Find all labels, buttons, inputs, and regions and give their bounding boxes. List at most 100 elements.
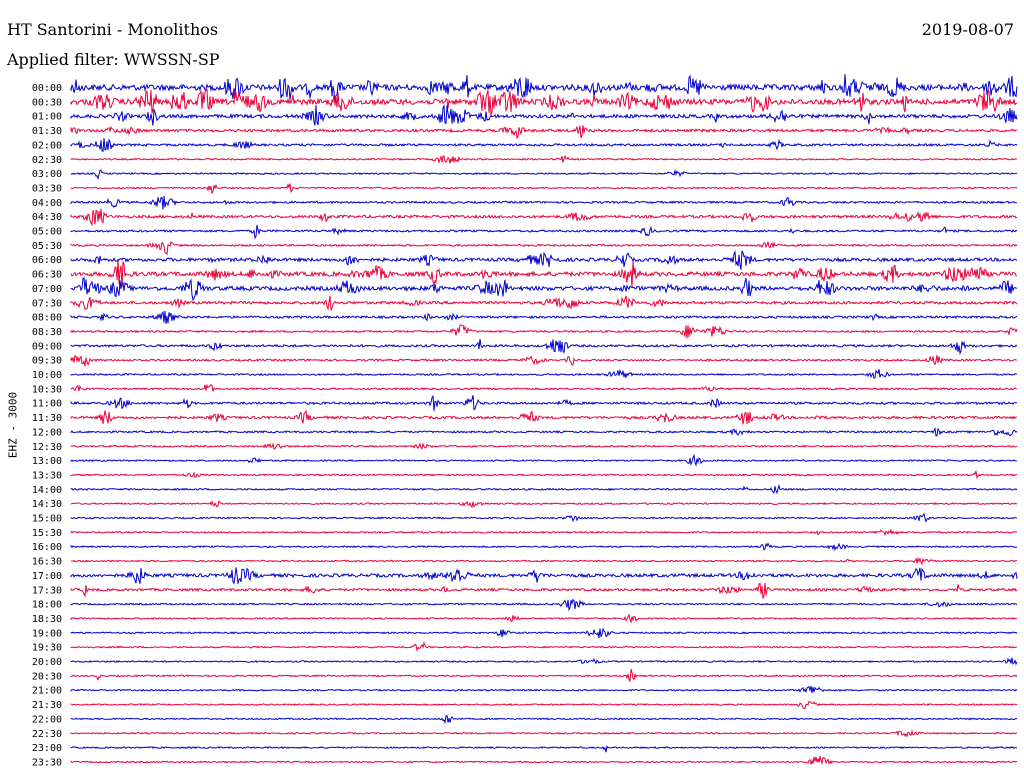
row-time-label: 02:00 [32,140,62,151]
trace-row [70,483,1018,495]
trace-row [70,598,1018,612]
row-time-label: 15:30 [32,528,62,539]
trace-row [70,567,1018,585]
trace-row [70,426,1018,437]
row-time-label: 10:30 [32,384,62,395]
trace-row [70,104,1018,126]
trace-row [70,657,1018,666]
row-time-label: 12:30 [32,442,62,453]
row-time-label: 20:00 [32,657,62,668]
trace-row [70,277,1018,302]
row-time-label: 08:00 [32,313,62,324]
time-tick-labels: 00:00 00:30 01:00 01:30 02:00 02:30 03:00 03:30… [32,83,62,768]
trace-row [70,208,1018,227]
row-time-label: 18:00 [32,600,62,611]
row-time-label: 23:30 [32,757,62,768]
row-time-label: 08:30 [32,327,62,338]
row-time-label: 11:00 [32,399,62,410]
row-time-label: 19:30 [32,643,62,654]
row-time-label: 05:30 [32,241,62,252]
trace-row [70,528,1017,537]
trace-row [70,556,1018,566]
row-time-label: 13:00 [32,456,62,467]
trace-row [70,295,1018,311]
trace-row [70,310,1018,324]
trace-row [70,700,1017,710]
row-time-label: 00:30 [32,97,62,108]
trace-row [70,125,1018,140]
trace-row [70,613,1018,624]
trace-row [70,240,1018,256]
row-time-label: 14:00 [32,485,62,496]
row-time-label: 17:00 [32,571,62,582]
trace-row [70,182,1018,195]
trace-row [70,542,1018,552]
row-time-label: 06:00 [32,255,62,266]
row-time-label: 09:30 [32,356,62,367]
trace-row [70,138,1018,153]
station-title: HT Santorini - Monolithos [7,20,219,39]
filter-label: Applied filter: WWSSN-SP [7,50,220,69]
trace-row [70,729,1018,738]
row-time-label: 03:30 [32,183,62,194]
trace-row [70,627,1018,638]
trace-row [70,354,1018,367]
trace-row [70,394,1018,411]
trace-row [70,260,1018,288]
trace-row [70,409,1018,425]
trace-row [70,368,1018,379]
trace-row [70,453,1018,467]
row-time-label: 22:30 [32,729,62,740]
row-time-label: 21:30 [32,700,62,711]
row-time-label: 07:00 [32,284,62,295]
row-time-label: 13:30 [32,470,62,481]
trace-row [70,195,1018,210]
trace-row [70,745,1018,753]
trace-row [70,74,1018,102]
trace-row [70,169,1018,181]
trace-row [70,582,1018,599]
row-time-label: 14:30 [32,499,62,510]
row-time-label: 17:30 [32,585,62,596]
row-time-label: 01:30 [32,126,62,137]
row-time-label: 02:30 [32,155,62,166]
row-time-label: 11:30 [32,413,62,424]
trace-row [70,512,1018,524]
row-time-label: 00:00 [32,83,62,94]
row-time-label: 20:30 [32,671,62,682]
trace-row [70,338,1018,356]
row-time-label: 03:00 [32,169,62,180]
record-date: 2019-08-07 [921,20,1014,39]
row-time-label: 06:30 [32,270,62,281]
trace-row [70,499,1018,509]
row-time-label: 04:30 [32,212,62,223]
trace-row [70,87,1018,116]
trace-row [70,668,1018,682]
row-time-label: 16:30 [32,557,62,568]
trace-row [70,685,1018,694]
trace-row [70,383,1018,392]
row-time-label: 05:00 [32,227,62,238]
row-time-label: 18:30 [32,614,62,625]
trace-row [70,755,1018,766]
row-time-label: 16:00 [32,542,62,553]
row-time-label: 21:00 [32,686,62,697]
trace-row [70,442,1018,450]
row-time-label: 04:00 [32,198,62,209]
trace-row [70,470,1018,479]
trace-row [70,154,1018,165]
row-time-label: 10:00 [32,370,62,381]
trace-row [70,250,1018,270]
trace-row [70,224,1018,240]
row-time-label: 22:00 [32,714,62,725]
trace-row [70,714,1018,725]
row-time-label: 09:00 [32,341,62,352]
seismic-traces [70,74,1018,766]
trace-row [70,324,1018,339]
row-time-label: 07:30 [32,298,62,309]
row-time-label: 19:00 [32,628,62,639]
row-time-label: 15:00 [32,514,62,525]
trace-row [70,641,1018,652]
row-time-label: 12:00 [32,427,62,438]
